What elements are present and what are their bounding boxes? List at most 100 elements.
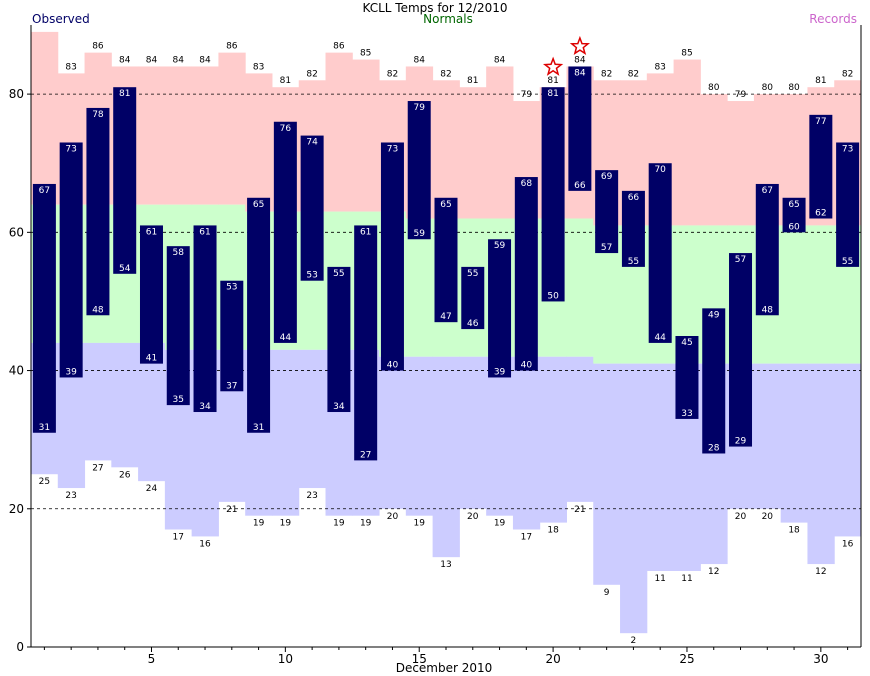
record-low-label: 27	[92, 463, 103, 473]
record-low-band	[379, 356, 407, 509]
x-axis-label: December 2010	[396, 661, 493, 675]
record-low-label: 11	[654, 574, 665, 584]
observed-bar	[247, 197, 271, 433]
observed-bar	[702, 308, 726, 454]
observed-bar	[32, 183, 56, 433]
axes: 0 20 40 60 80 5 10 15 20 25 30	[9, 25, 862, 666]
record-high-label: 84	[119, 55, 131, 65]
record-high-label: 81	[547, 76, 558, 86]
observed-low-label: 33	[681, 409, 692, 419]
record-star-icon	[569, 35, 591, 55]
observed-high-label: 55	[333, 269, 344, 279]
observed-bar	[836, 142, 860, 267]
observed-bar	[461, 266, 485, 330]
x-tick-label: 15	[412, 652, 427, 666]
record-high-band	[31, 31, 59, 205]
record-high-label: 82	[387, 69, 398, 79]
observed-bar	[782, 197, 806, 233]
record-high-label: 86	[226, 42, 238, 52]
observed-bar	[488, 239, 512, 378]
record-low-band	[566, 356, 594, 502]
observed-low-label: 62	[815, 209, 826, 219]
observed-high-label: 58	[173, 248, 185, 258]
record-high-label: 81	[280, 76, 291, 86]
record-low-label: 20	[467, 512, 479, 522]
record-low-label: 2	[631, 636, 637, 646]
legend-normals: Normals	[423, 12, 473, 26]
observed-low-label: 48	[92, 305, 104, 315]
record-low-band	[539, 356, 567, 523]
record-high-band	[700, 94, 728, 226]
record-low-label: 12	[815, 567, 826, 577]
observed-high-label: 73	[65, 144, 76, 154]
record-low-label: 17	[173, 533, 184, 543]
observed-high-label: 77	[815, 117, 826, 127]
record-low-band	[620, 363, 648, 634]
observed-low-label: 34	[333, 402, 345, 412]
record-low-band	[111, 342, 139, 468]
observed-low-label: 37	[226, 381, 237, 391]
record-low-label: 25	[39, 477, 50, 487]
record-high-label: 84	[494, 55, 506, 65]
observed-low-label: 54	[119, 264, 131, 274]
record-high-label: 82	[440, 69, 451, 79]
record-high-band	[245, 73, 273, 212]
observed-bar	[407, 101, 431, 240]
record-low-label: 21	[574, 505, 585, 515]
record-high-label: 86	[333, 42, 345, 52]
observed-bars	[32, 66, 860, 461]
observed-bar	[621, 190, 645, 267]
record-high-label: 83	[654, 62, 665, 72]
observed-high-label: 70	[654, 165, 666, 175]
record-low-band	[753, 363, 782, 509]
observed-low-label: 34	[199, 402, 211, 412]
record-high-label: 80	[762, 83, 774, 93]
record-high-label: 79	[735, 90, 747, 100]
observed-high-label: 76	[280, 124, 292, 134]
record-low-label: 24	[146, 484, 158, 494]
record-low-label: 12	[708, 567, 719, 577]
record-high-label: 84	[146, 55, 158, 65]
observed-high-label: 61	[360, 227, 371, 237]
observed-low-label: 53	[306, 271, 317, 281]
observed-bar	[193, 225, 217, 413]
record-low-band	[593, 363, 621, 585]
observed-low-label: 40	[387, 361, 399, 371]
observed-low-label: 59	[413, 229, 425, 239]
y-tick-label: 0	[16, 640, 24, 654]
record-high-label: 86	[92, 42, 104, 52]
record-high-label: 80	[788, 83, 800, 93]
legend-observed: Observed	[32, 12, 90, 26]
record-low-band	[834, 363, 862, 537]
record-low-label: 11	[681, 574, 692, 584]
record-low-label: 19	[494, 519, 506, 529]
record-low-label: 16	[842, 539, 854, 549]
x-tick-label: 20	[545, 652, 560, 666]
record-low-band	[298, 349, 327, 489]
observed-bar	[139, 225, 163, 364]
record-high-band	[727, 101, 755, 226]
observed-high-label: 65	[788, 200, 799, 210]
observed-low-label: 35	[173, 395, 184, 405]
observed-low-label: 44	[654, 333, 666, 343]
observed-bar	[300, 135, 324, 281]
x-tick-label: 25	[679, 652, 694, 666]
observed-low-label: 41	[146, 354, 157, 364]
record-low-band	[138, 342, 166, 482]
record-low-label: 23	[65, 491, 76, 501]
observed-low-label: 44	[280, 333, 292, 343]
record-low-label: 21	[226, 505, 237, 515]
record-high-band	[138, 66, 166, 205]
observed-high-label: 79	[413, 103, 425, 113]
observed-bar	[648, 163, 672, 343]
observed-low-label: 50	[547, 291, 559, 301]
record-high-label: 82	[306, 69, 317, 79]
record-low-label: 17	[521, 533, 532, 543]
observed-low-label: 40	[521, 361, 533, 371]
observed-bar	[166, 246, 190, 406]
x-tick-label: 10	[278, 652, 293, 666]
observed-high-label: 68	[521, 179, 533, 189]
record-low-band	[486, 356, 514, 516]
observed-high-label: 65	[440, 200, 451, 210]
observed-high-label: 55	[467, 269, 478, 279]
